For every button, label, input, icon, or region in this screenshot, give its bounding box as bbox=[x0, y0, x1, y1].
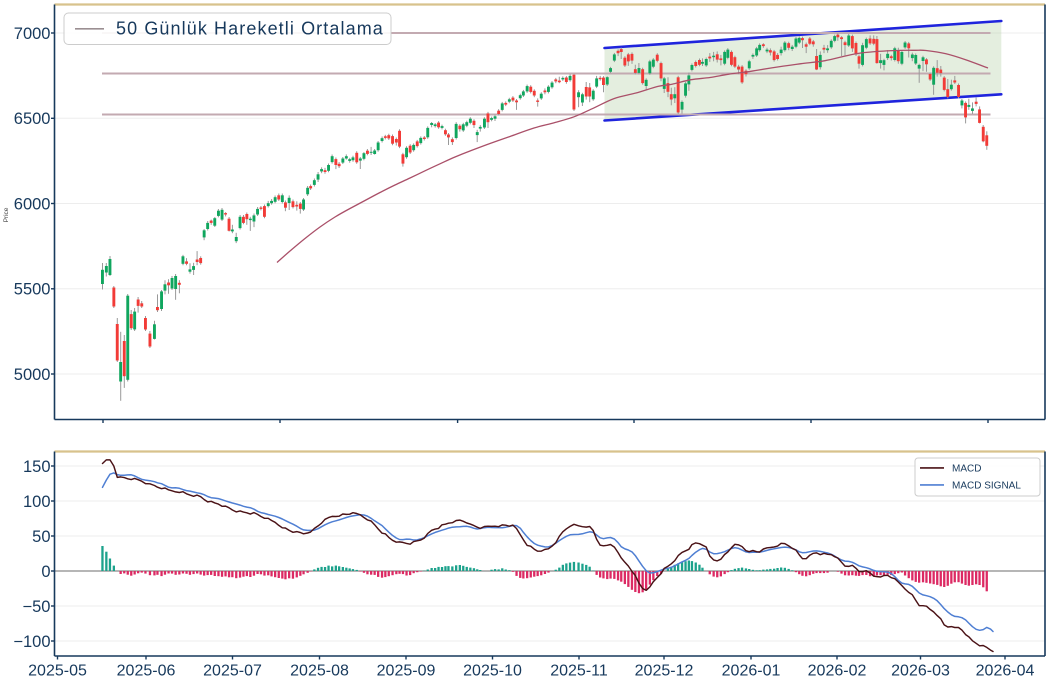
svg-text:7000: 7000 bbox=[14, 25, 51, 43]
svg-text:50 Günlük Hareketli Ortalama: 50 Günlük Hareketli Ortalama bbox=[116, 19, 384, 39]
svg-text:150: 150 bbox=[23, 458, 51, 476]
svg-text:2025-11: 2025-11 bbox=[550, 663, 608, 680]
svg-text:2025-10: 2025-10 bbox=[463, 663, 522, 680]
svg-text:5500: 5500 bbox=[14, 281, 51, 299]
svg-text:2025-08: 2025-08 bbox=[290, 663, 349, 680]
svg-text:2026-03: 2026-03 bbox=[891, 663, 950, 680]
svg-text:2026-02: 2026-02 bbox=[808, 663, 867, 680]
svg-text:MACD: MACD bbox=[952, 464, 981, 475]
svg-text:Price: Price bbox=[3, 207, 10, 222]
svg-text:0: 0 bbox=[41, 563, 50, 581]
svg-text:5000: 5000 bbox=[14, 366, 51, 384]
svg-text:2025-12: 2025-12 bbox=[635, 663, 694, 680]
svg-text:−50: −50 bbox=[23, 598, 51, 616]
svg-text:2026-04: 2026-04 bbox=[976, 663, 1035, 680]
svg-text:2025-05: 2025-05 bbox=[28, 663, 87, 680]
svg-text:6000: 6000 bbox=[14, 195, 51, 213]
svg-text:2025-07: 2025-07 bbox=[203, 663, 262, 680]
svg-text:2026-01: 2026-01 bbox=[722, 663, 781, 680]
svg-text:2025-09: 2025-09 bbox=[377, 663, 436, 680]
svg-text:6500: 6500 bbox=[14, 110, 51, 128]
svg-text:100: 100 bbox=[23, 493, 51, 511]
svg-text:MACD SIGNAL: MACD SIGNAL bbox=[952, 481, 1021, 492]
svg-text:2025-06: 2025-06 bbox=[117, 663, 176, 680]
svg-text:−100: −100 bbox=[13, 633, 50, 651]
svg-text:50: 50 bbox=[32, 528, 50, 546]
